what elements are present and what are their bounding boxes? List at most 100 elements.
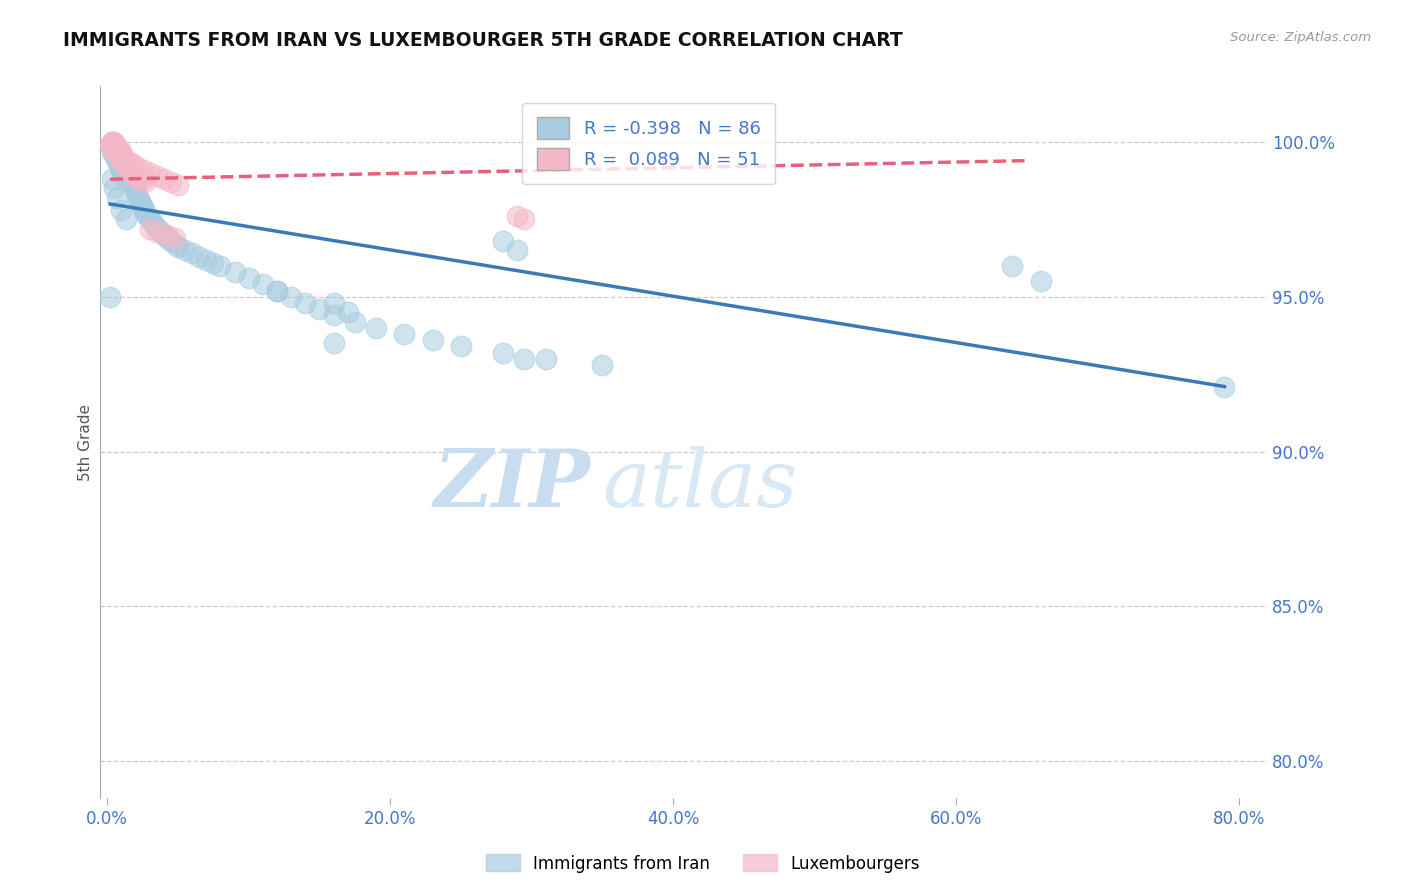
Point bbox=[112, 169, 135, 183]
Point bbox=[343, 314, 366, 328]
Point bbox=[127, 172, 149, 186]
Point bbox=[115, 166, 138, 180]
Point bbox=[117, 162, 139, 177]
Point bbox=[112, 160, 135, 174]
Point bbox=[110, 145, 132, 159]
Point bbox=[118, 169, 141, 183]
Point bbox=[125, 187, 148, 202]
Point bbox=[209, 259, 232, 273]
Point bbox=[153, 227, 176, 242]
Point bbox=[224, 265, 246, 279]
Point bbox=[103, 138, 125, 153]
Point bbox=[107, 157, 129, 171]
Text: IMMIGRANTS FROM IRAN VS LUXEMBOURGER 5TH GRADE CORRELATION CHART: IMMIGRANTS FROM IRAN VS LUXEMBOURGER 5TH… bbox=[63, 31, 903, 50]
Point bbox=[110, 162, 132, 177]
Point bbox=[105, 145, 128, 159]
Point bbox=[115, 160, 138, 174]
Point bbox=[534, 351, 557, 366]
Point bbox=[181, 246, 204, 260]
Point bbox=[103, 181, 125, 195]
Point bbox=[111, 157, 134, 171]
Point bbox=[266, 284, 288, 298]
Point bbox=[146, 169, 169, 183]
Y-axis label: 5th Grade: 5th Grade bbox=[79, 404, 93, 481]
Point bbox=[101, 138, 124, 153]
Point bbox=[150, 225, 173, 239]
Point bbox=[1213, 379, 1236, 393]
Point bbox=[1029, 274, 1052, 288]
Point bbox=[148, 221, 170, 235]
Point bbox=[117, 172, 139, 186]
Point bbox=[156, 227, 179, 242]
Point bbox=[131, 172, 153, 186]
Point bbox=[146, 225, 169, 239]
Text: Source: ZipAtlas.com: Source: ZipAtlas.com bbox=[1230, 31, 1371, 45]
Point bbox=[107, 147, 129, 161]
Point bbox=[101, 141, 124, 155]
Point bbox=[124, 185, 146, 199]
Point bbox=[103, 135, 125, 149]
Point bbox=[108, 151, 131, 165]
Point bbox=[145, 219, 167, 233]
Point bbox=[107, 147, 129, 161]
Point bbox=[128, 169, 150, 183]
Point bbox=[513, 212, 536, 227]
Point bbox=[132, 203, 155, 218]
Point bbox=[591, 358, 613, 372]
Point bbox=[98, 290, 121, 304]
Point bbox=[174, 244, 197, 258]
Point bbox=[100, 135, 122, 149]
Point bbox=[506, 210, 529, 224]
Point bbox=[105, 145, 128, 159]
Point bbox=[98, 138, 121, 153]
Point bbox=[105, 191, 128, 205]
Point bbox=[100, 135, 122, 149]
Point bbox=[108, 151, 131, 165]
Point bbox=[121, 157, 143, 171]
Point bbox=[134, 206, 156, 220]
Point bbox=[238, 271, 260, 285]
Point bbox=[111, 151, 134, 165]
Point bbox=[100, 141, 122, 155]
Legend: Immigrants from Iran, Luxembourgers: Immigrants from Iran, Luxembourgers bbox=[479, 847, 927, 880]
Point bbox=[280, 290, 302, 304]
Point bbox=[107, 145, 129, 159]
Point bbox=[195, 252, 218, 267]
Point bbox=[167, 178, 190, 193]
Point bbox=[120, 162, 142, 177]
Point bbox=[202, 256, 225, 270]
Point bbox=[110, 147, 132, 161]
Point bbox=[124, 166, 146, 180]
Point bbox=[104, 141, 127, 155]
Point bbox=[125, 160, 148, 174]
Point bbox=[127, 191, 149, 205]
Point bbox=[165, 231, 187, 245]
Point bbox=[108, 147, 131, 161]
Point bbox=[100, 145, 122, 159]
Point bbox=[103, 145, 125, 159]
Point bbox=[118, 160, 141, 174]
Point bbox=[112, 153, 135, 168]
Point bbox=[394, 326, 416, 341]
Point bbox=[105, 153, 128, 168]
Point bbox=[322, 309, 344, 323]
Point bbox=[131, 162, 153, 177]
Point bbox=[114, 162, 136, 177]
Point bbox=[122, 181, 145, 195]
Point bbox=[104, 141, 127, 155]
Point bbox=[160, 175, 183, 189]
Point bbox=[450, 339, 472, 353]
Point bbox=[160, 234, 183, 248]
Point bbox=[122, 169, 145, 183]
Point bbox=[138, 166, 160, 180]
Point bbox=[104, 138, 127, 153]
Point bbox=[121, 178, 143, 193]
Point bbox=[128, 194, 150, 208]
Point bbox=[336, 305, 359, 319]
Point bbox=[308, 302, 330, 317]
Point bbox=[294, 296, 316, 310]
Point bbox=[129, 197, 152, 211]
Text: ZIP: ZIP bbox=[433, 446, 591, 524]
Point bbox=[114, 157, 136, 171]
Legend: R = -0.398   N = 86, R =  0.089   N = 51: R = -0.398 N = 86, R = 0.089 N = 51 bbox=[522, 103, 775, 185]
